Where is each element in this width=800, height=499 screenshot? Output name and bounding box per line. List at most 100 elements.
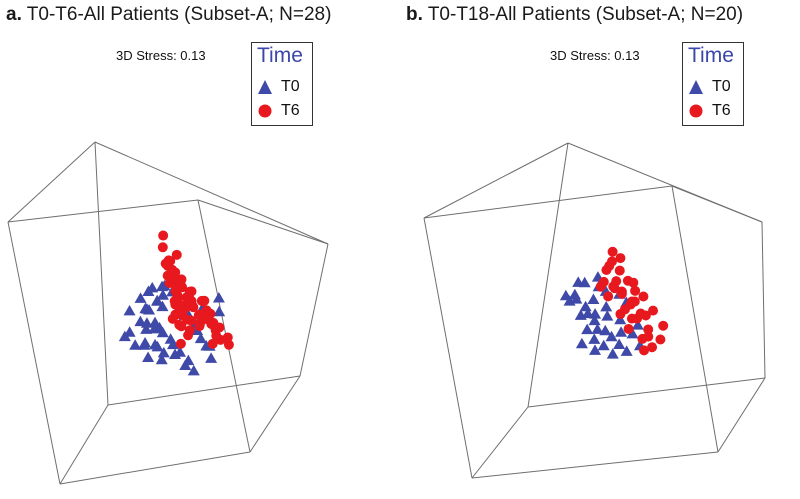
legend-marker-t6 xyxy=(689,104,703,118)
data-point-t0 xyxy=(579,300,592,312)
cube-edge xyxy=(471,406,529,479)
data-point-t6 xyxy=(601,264,612,275)
data-point-t6 xyxy=(223,339,234,350)
data-point-t0 xyxy=(563,295,576,306)
legend-marker-t6 xyxy=(258,104,272,118)
data-point-t0 xyxy=(155,353,168,365)
cube-edge xyxy=(761,221,766,379)
cube-edge xyxy=(671,185,763,223)
data-point-t0 xyxy=(151,340,164,352)
data-point-t0 xyxy=(613,338,626,349)
legend-marker-t0 xyxy=(689,80,703,94)
cube-edge xyxy=(423,185,673,219)
data-point-t0 xyxy=(589,308,602,319)
title-text: T0-T6-All Patients (Subset-A; N=28) xyxy=(26,4,332,25)
data-point-t6 xyxy=(193,310,204,321)
legend-entry-t6: T6 xyxy=(688,100,731,122)
data-point-t0 xyxy=(599,324,612,336)
data-point-t6 xyxy=(628,277,639,288)
stress-label: 3D Stress: 0.13 xyxy=(116,48,206,63)
cube-edge xyxy=(7,141,96,223)
data-point-t6 xyxy=(215,334,226,345)
data-point-t6 xyxy=(176,274,187,285)
data-point-t0 xyxy=(581,323,594,335)
data-point-t6 xyxy=(157,242,168,253)
data-point-t6 xyxy=(184,286,195,297)
data-point-t0 xyxy=(574,309,587,320)
circle-marker-icon xyxy=(258,104,272,118)
legend: Time T0 T6 xyxy=(251,42,313,126)
data-point-t6 xyxy=(214,322,225,333)
data-point-t6 xyxy=(603,291,614,302)
data-point-t6 xyxy=(637,333,648,344)
chart-title: b. T0-T18-All Patients (Subset-A; N=20) xyxy=(406,4,743,26)
series-t0 xyxy=(559,271,646,359)
legend: Time T0 T6 xyxy=(682,42,744,126)
data-point-t0 xyxy=(620,345,633,356)
data-point-t6 xyxy=(186,296,197,307)
data-point-t0 xyxy=(568,288,581,300)
data-point-t6 xyxy=(611,276,622,287)
cube-edge xyxy=(249,375,301,453)
data-point-t0 xyxy=(589,344,602,355)
scatter-3d-plot xyxy=(423,142,766,479)
series-t6 xyxy=(157,230,234,350)
cube-edge xyxy=(423,142,569,219)
cube-edge xyxy=(717,377,766,453)
data-point-t6 xyxy=(614,265,625,276)
cube-edge xyxy=(7,199,199,223)
data-point-t6 xyxy=(647,342,658,353)
cube-edge xyxy=(299,243,329,377)
legend-entry-t0: T0 xyxy=(688,76,731,98)
data-point-t6 xyxy=(655,334,666,345)
data-point-t0 xyxy=(200,339,213,351)
data-point-t0 xyxy=(600,300,613,312)
data-point-t6 xyxy=(629,296,640,307)
data-point-t6 xyxy=(184,325,195,336)
data-point-t6 xyxy=(607,246,618,257)
data-point-t6 xyxy=(206,319,217,330)
triangle-marker-icon xyxy=(689,80,703,94)
triangle-marker-icon xyxy=(258,80,272,94)
data-point-t0 xyxy=(179,359,192,370)
data-point-t6 xyxy=(195,318,206,329)
data-point-t6 xyxy=(658,320,669,331)
data-point-t0 xyxy=(123,304,136,316)
data-point-t6 xyxy=(640,310,651,321)
legend-label-t0: T0 xyxy=(281,78,300,95)
data-point-t0 xyxy=(138,339,151,350)
data-point-t6 xyxy=(171,249,182,260)
data-point-t0 xyxy=(626,327,639,339)
data-point-t0 xyxy=(213,305,226,317)
data-point-t0 xyxy=(187,364,200,376)
data-point-t0 xyxy=(578,276,591,288)
data-point-t0 xyxy=(142,351,155,363)
data-point-t0 xyxy=(123,326,136,337)
cube-edge xyxy=(527,377,766,408)
cube-edge xyxy=(671,185,719,453)
cube-edge xyxy=(7,221,61,485)
data-point-t6 xyxy=(205,308,216,319)
cube-edge xyxy=(107,375,301,406)
panel-letter: b. xyxy=(406,4,423,25)
data-point-t6 xyxy=(177,282,188,293)
data-point-t6 xyxy=(615,309,626,320)
data-point-t6 xyxy=(199,295,210,306)
data-point-t6 xyxy=(207,338,218,349)
legend-title: Time xyxy=(257,44,303,67)
chart-title: a. T0-T6-All Patients (Subset-A; N=28) xyxy=(6,4,331,26)
panel-b: b. T0-T18-All Patients (Subset-A; N=20) … xyxy=(400,0,800,499)
data-point-t0 xyxy=(134,292,147,303)
cube-edge xyxy=(423,217,473,479)
data-point-t6 xyxy=(623,323,634,334)
circle-marker-icon xyxy=(689,104,703,118)
data-point-t0 xyxy=(140,317,153,328)
legend-title: Time xyxy=(688,44,734,67)
panel-letter: a. xyxy=(6,4,22,25)
data-point-t6 xyxy=(638,291,649,302)
cube-edge xyxy=(59,451,251,485)
data-point-t0 xyxy=(597,339,610,351)
data-point-t0 xyxy=(153,321,166,333)
legend-label-t6: T6 xyxy=(712,102,731,119)
panel-a: a. T0-T6-All Patients (Subset-A; N=28) 3… xyxy=(6,4,331,485)
